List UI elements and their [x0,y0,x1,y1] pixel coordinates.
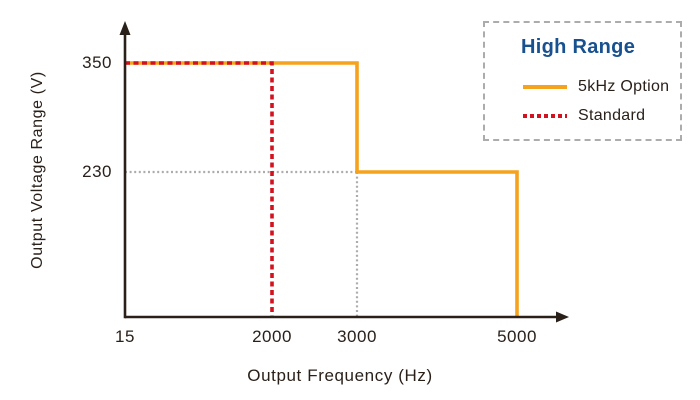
y-tick-label: 350 [82,53,112,72]
series-lines [125,61,519,317]
series-line-5khz-option [125,61,519,317]
x-tick-label: 2000 [252,327,292,346]
legend-swatch-dashed-line-icon [523,114,567,118]
legend-item: 5kHz Option [523,78,669,96]
x-tick-label: 5000 [497,327,537,346]
legend-item-label: Standard [578,107,646,124]
legend-item: Standard [523,107,645,125]
y-tick-label: 230 [82,162,112,181]
x-axis-arrow-icon [556,311,569,323]
guide-lines [125,170,359,317]
x-axis-title: Output Frequency (Hz) [247,366,433,385]
y-axis-arrow-icon [119,21,131,35]
legend-item-label: 5kHz Option [578,78,670,95]
series-line-standard [125,61,274,317]
legend-swatch-solid-line-icon [523,85,567,89]
legend: High Range 5kHz Option Standard [483,21,682,141]
axes [119,21,569,323]
x-tick-label: 3000 [337,327,377,346]
y-axis-title: Output Voltage Range (V) [29,71,46,269]
x-tick-label: 15 [115,327,135,346]
legend-title: High Range [521,36,636,58]
